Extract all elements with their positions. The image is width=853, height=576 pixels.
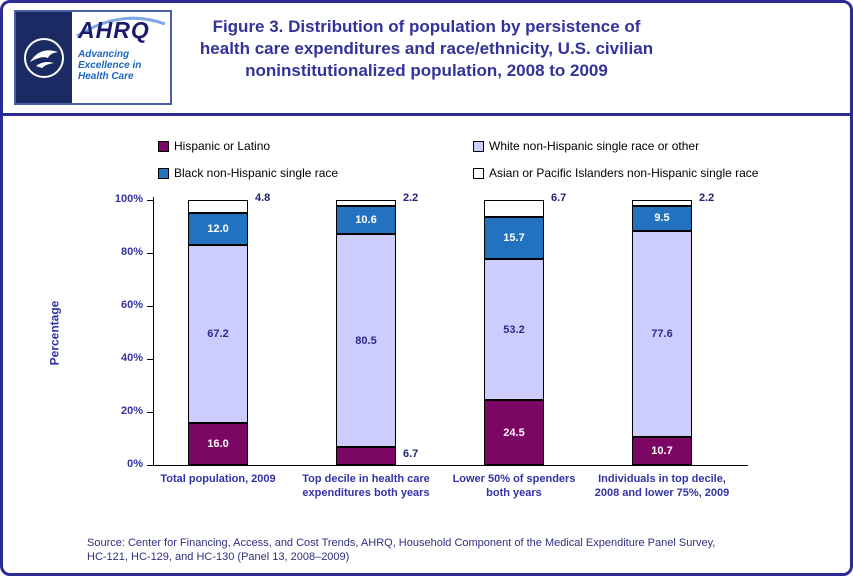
category-label-line: Top decile in health care (302, 473, 430, 485)
category-label-line: both years (486, 486, 542, 499)
y-axis-tick-label: 100% (114, 193, 143, 205)
bar-segment-label: 9.5 (654, 212, 670, 225)
bar-segment: 16.0 (188, 422, 248, 465)
category-label: Total population, 2009 (131, 473, 305, 487)
y-axis-line (153, 197, 154, 466)
bar-outside-label: 2.2 (403, 192, 419, 204)
bar-segment-label: 24.5 (503, 426, 525, 439)
bar-segment: 9.5 (632, 205, 692, 231)
bar-segment-label: 10.6 (355, 213, 377, 226)
bar-segment (188, 200, 248, 213)
bar-segment (336, 447, 396, 465)
category-label-line: Individuals in top decile, (598, 473, 726, 485)
category-label: Individuals in top decile, 2008 and lower… (575, 473, 749, 501)
legend-swatch (158, 167, 169, 179)
bar-segment (484, 199, 544, 218)
legend-swatch (473, 140, 484, 152)
bar-segment: 53.2 (484, 259, 544, 401)
bar-segment: 10.7 (632, 436, 692, 465)
y-axis-tick-mark (147, 359, 153, 360)
y-axis-tick-mark (147, 412, 153, 413)
figure-title-line: health care expenditures and race/ethnic… (199, 39, 654, 58)
tagline-line: Excellence in (78, 60, 142, 71)
bar-segment: 10.6 (336, 205, 396, 234)
bar-segment (336, 200, 396, 206)
bar-segment-label: 53.2 (503, 323, 525, 336)
legend-item: White non-Hispanic single race or other (473, 139, 699, 153)
category-label-line: expenditures both years (302, 486, 430, 499)
legend-label: White non-Hispanic single race or other (489, 139, 700, 153)
bar-segment (632, 200, 692, 206)
hhs-eagle-icon (24, 37, 64, 78)
legend-item: Asian or Pacific Islanders non-Hispanic … (473, 166, 758, 180)
bar-segment-label: 15.7 (503, 232, 525, 245)
y-axis-tick-label: 0% (127, 458, 143, 470)
y-axis-tick-label: 60% (120, 299, 143, 311)
ahrq-name: AHRQ (78, 17, 150, 43)
figure-title-line: Figure 3. Distribution of population by … (212, 17, 641, 36)
y-axis-tick-mark (147, 200, 153, 201)
legend-item: Hispanic or Latino (158, 139, 270, 153)
bar-segment-label: 77.6 (651, 327, 673, 340)
ahrq-logo: AHRQ Advancing Excellence in Health Care (14, 10, 172, 105)
bar-outside-label: 6.7 (551, 191, 567, 204)
source-line: Source: Center for Financing, Access, an… (87, 537, 716, 549)
bar-outside-label: 4.8 (255, 192, 271, 204)
bar-segment-label: 10.7 (651, 444, 673, 457)
source-line: HC-121, HC-129, and HC-130 (Panel 13, 20… (87, 551, 350, 563)
bar-outside-label: 2.2 (699, 192, 715, 204)
legend-item: Black non-Hispanic single race (158, 166, 338, 180)
legend-swatch (158, 140, 169, 152)
ahrq-wordmark: AHRQ Advancing Excellence in Health Care (72, 12, 170, 103)
bar-segment: 12.0 (188, 212, 248, 245)
category-label: Lower 50% of spenders both years (427, 473, 601, 501)
y-axis-tick-label: 40% (120, 352, 143, 364)
hhs-seal (16, 12, 72, 103)
ahrq-tagline: Advancing Excellence in Health Care (78, 49, 167, 82)
x-axis-line (153, 465, 748, 466)
figure-title-line: noninstitutionalized population, 2008 to… (245, 61, 608, 80)
legend-label: Black non-Hispanic single race (174, 166, 339, 180)
bar-segment: 24.5 (484, 400, 544, 465)
y-axis-tick-label: 80% (120, 246, 143, 258)
category-label-line: Lower 50% of spenders (452, 473, 576, 485)
bar-segment: 67.2 (188, 244, 248, 423)
legend-swatch (473, 167, 484, 179)
y-axis-tick-mark (147, 306, 153, 307)
figure-title: Figure 3. Distribution of population by … (3, 16, 850, 82)
category-label-line: 2008 and lower 75%, 2009 (594, 486, 730, 499)
source-note: Source: Center for Financing, Access, an… (87, 536, 715, 564)
y-axis-title: Percentage (45, 200, 63, 465)
y-axis-title-text: Percentage (47, 300, 62, 365)
tagline-line: Health Care (78, 71, 134, 82)
bar-outside-label: 6.7 (403, 448, 419, 461)
bar-segment: 77.6 (632, 231, 692, 437)
bar-segment-label: 16.0 (207, 437, 229, 450)
bar-segment-label: 67.2 (207, 327, 229, 340)
bar-segment: 15.7 (484, 217, 544, 260)
legend-label: Asian or Pacific Islanders non-Hispanic … (489, 166, 759, 180)
y-axis-tick-label: 20% (120, 405, 143, 417)
header-divider (3, 113, 850, 116)
y-axis-tick-mark (147, 253, 153, 254)
bar-segment-label: 80.5 (355, 334, 377, 347)
bar-segment-label: 12.0 (207, 222, 229, 235)
category-label-line: Total population, 2009 (160, 473, 276, 485)
legend-label: Hispanic or Latino (174, 139, 271, 153)
tagline-line: Advancing (78, 49, 130, 60)
y-axis-tick-mark (147, 465, 153, 466)
swoosh-icon (76, 16, 166, 38)
category-label: Top decile in health care expenditures bo… (279, 473, 453, 501)
bar-segment: 80.5 (336, 233, 396, 448)
